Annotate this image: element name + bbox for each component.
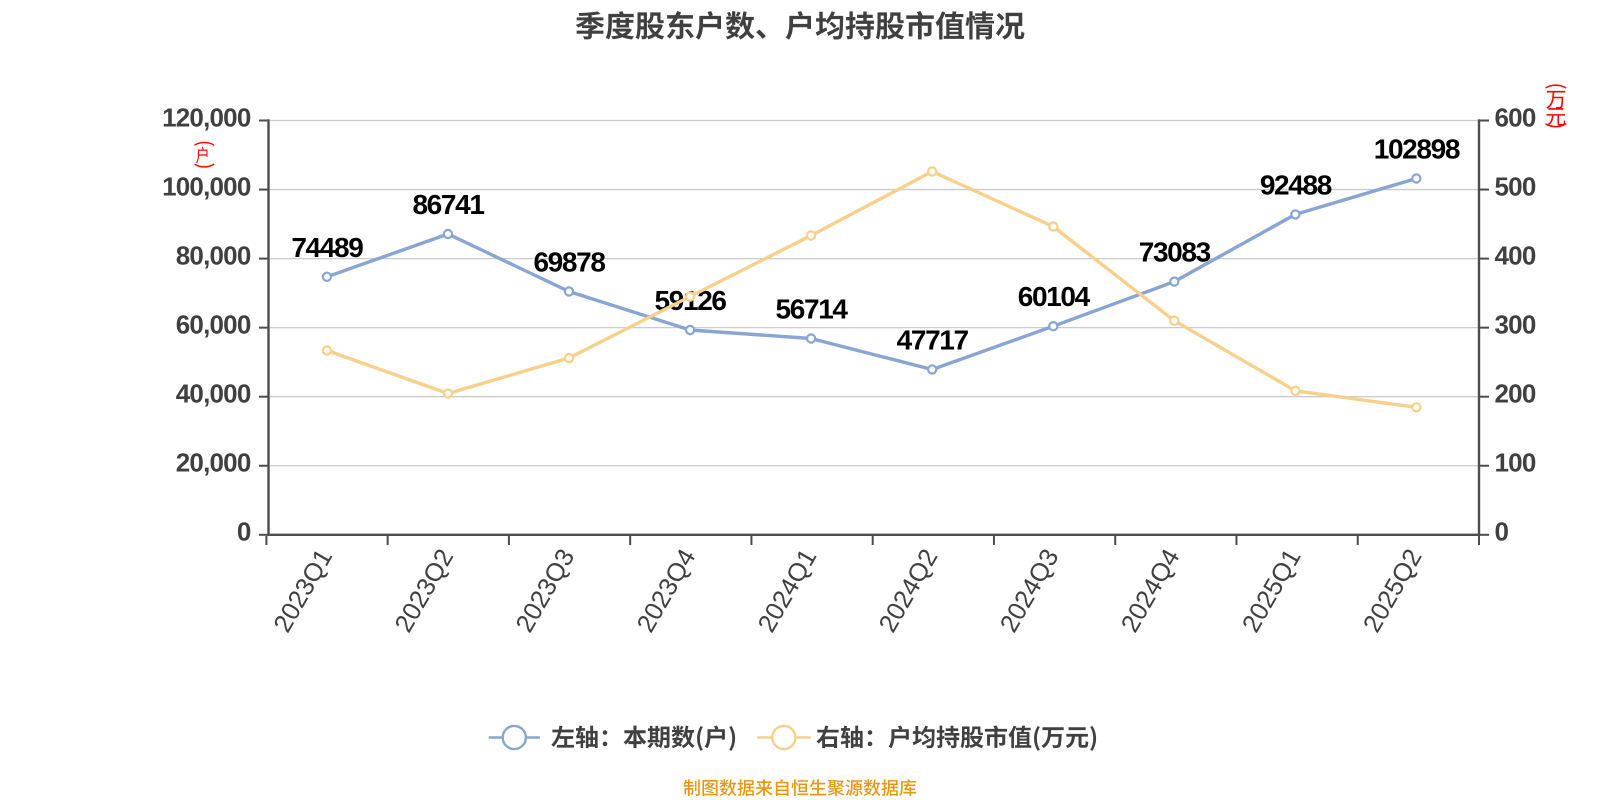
svg-text:400: 400	[1495, 240, 1536, 270]
svg-text:200: 200	[1495, 379, 1536, 409]
svg-text:2024Q3: 2024Q3	[995, 545, 1065, 638]
svg-text:2023Q2: 2023Q2	[390, 545, 460, 638]
svg-text:2023Q1: 2023Q1	[269, 545, 339, 638]
svg-text:73083: 73083	[1139, 237, 1211, 268]
svg-text:86741: 86741	[412, 189, 484, 220]
svg-text:0: 0	[1495, 517, 1509, 547]
svg-text:2024Q4: 2024Q4	[1116, 545, 1186, 638]
svg-text:47717: 47717	[897, 325, 969, 356]
svg-text:2024Q2: 2024Q2	[874, 545, 944, 638]
svg-text:92488: 92488	[1260, 169, 1332, 200]
svg-text:60104: 60104	[1018, 281, 1091, 312]
svg-text:500: 500	[1495, 171, 1536, 201]
svg-text:102898: 102898	[1374, 134, 1460, 165]
svg-text:20,000: 20,000	[176, 448, 251, 478]
svg-text:100,000: 100,000	[162, 171, 251, 201]
svg-text:56714: 56714	[776, 294, 849, 325]
svg-text:0: 0	[237, 517, 251, 547]
svg-text:120,000: 120,000	[162, 102, 251, 132]
svg-text:69878: 69878	[533, 247, 605, 278]
svg-text:2023Q3: 2023Q3	[511, 545, 581, 638]
svg-text:2024Q1: 2024Q1	[753, 545, 823, 638]
svg-text:100: 100	[1495, 448, 1536, 478]
svg-text:74489: 74489	[291, 232, 363, 263]
svg-text:2025Q1: 2025Q1	[1237, 545, 1307, 638]
svg-text:80,000: 80,000	[176, 240, 251, 270]
svg-text:2023Q4: 2023Q4	[632, 545, 702, 638]
svg-text:60,000: 60,000	[176, 309, 251, 339]
svg-text:600: 600	[1495, 102, 1536, 132]
svg-text:2025Q2: 2025Q2	[1358, 545, 1428, 638]
svg-text:40,000: 40,000	[176, 379, 251, 409]
svg-text:300: 300	[1495, 309, 1536, 339]
